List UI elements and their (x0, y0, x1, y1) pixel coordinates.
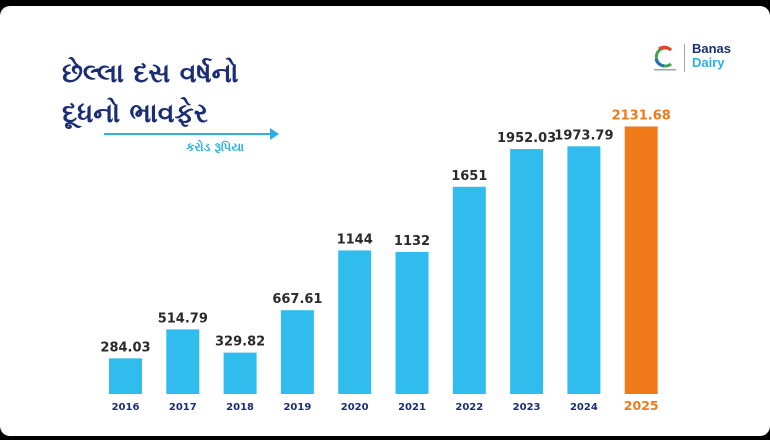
x-tick-label-2023: 2023 (513, 402, 541, 413)
x-tick-label-2020: 2020 (341, 402, 369, 413)
bar-2017 (166, 329, 200, 394)
value-label-2023: 1952.03 (497, 131, 556, 146)
brand-logo: Banas Dairy (646, 42, 756, 82)
brand-name-line-1: Banas (692, 41, 732, 56)
chart-title-line-1: છેલ્લા દસ વર્ષનો (62, 58, 239, 89)
bar-2020 (338, 250, 372, 394)
chart-title: છેલ્લા દસ વર્ષનો દૂધનો ભાવફેર (62, 54, 238, 134)
unit-subtitle: કરોડ રૂપિયા (186, 140, 245, 154)
logo-divider (684, 44, 685, 72)
bar-2023 (510, 149, 544, 394)
bar-2018 (223, 352, 257, 394)
x-tick-label-2018: 2018 (226, 402, 254, 413)
slide: છેલ્લા દસ વર્ષનો દૂધનો ભાવફેર કરોડ રૂપિય… (0, 6, 770, 436)
cooperative-year-emblem-icon (654, 45, 676, 71)
x-tick-label-2021: 2021 (398, 402, 426, 413)
brand-name-line-2: Dairy (692, 55, 725, 70)
x-tick-label-2017: 2017 (169, 402, 197, 413)
value-label-2024: 1973.79 (554, 128, 613, 143)
bar-2021 (395, 251, 429, 394)
chart-title-line-2: દૂધનો ભાવફેર (62, 98, 208, 129)
bar-2022 (452, 186, 486, 394)
x-tick-label-2019: 2019 (283, 402, 311, 413)
value-label-2020: 1144 (337, 232, 373, 247)
bar-2025 (624, 126, 658, 395)
x-tick-label-2025: 2025 (624, 398, 659, 413)
bar-2024 (567, 146, 601, 394)
value-label-2018: 329.82 (215, 335, 265, 350)
x-tick-label-2016: 2016 (112, 402, 140, 413)
value-label-2025: 2131.68 (612, 108, 671, 123)
arrow-line-icon (104, 133, 272, 135)
x-tick-label-2024: 2024 (570, 402, 598, 413)
brand-name: Banas Dairy (692, 42, 731, 70)
bar-2019 (280, 310, 314, 394)
value-label-2019: 667.61 (272, 292, 322, 307)
value-label-2021: 1132 (394, 234, 430, 249)
bar-2016 (109, 358, 142, 394)
value-label-2016: 284.03 (100, 340, 150, 355)
x-tick-label-2022: 2022 (455, 402, 483, 413)
value-label-2022: 1651 (451, 169, 487, 184)
arrow-right-icon (270, 128, 279, 140)
value-label-2017: 514.79 (158, 311, 208, 326)
bar-chart: 284.03 2016 514.79 2017 329.82 2018 667.61 2019… (100, 108, 671, 413)
